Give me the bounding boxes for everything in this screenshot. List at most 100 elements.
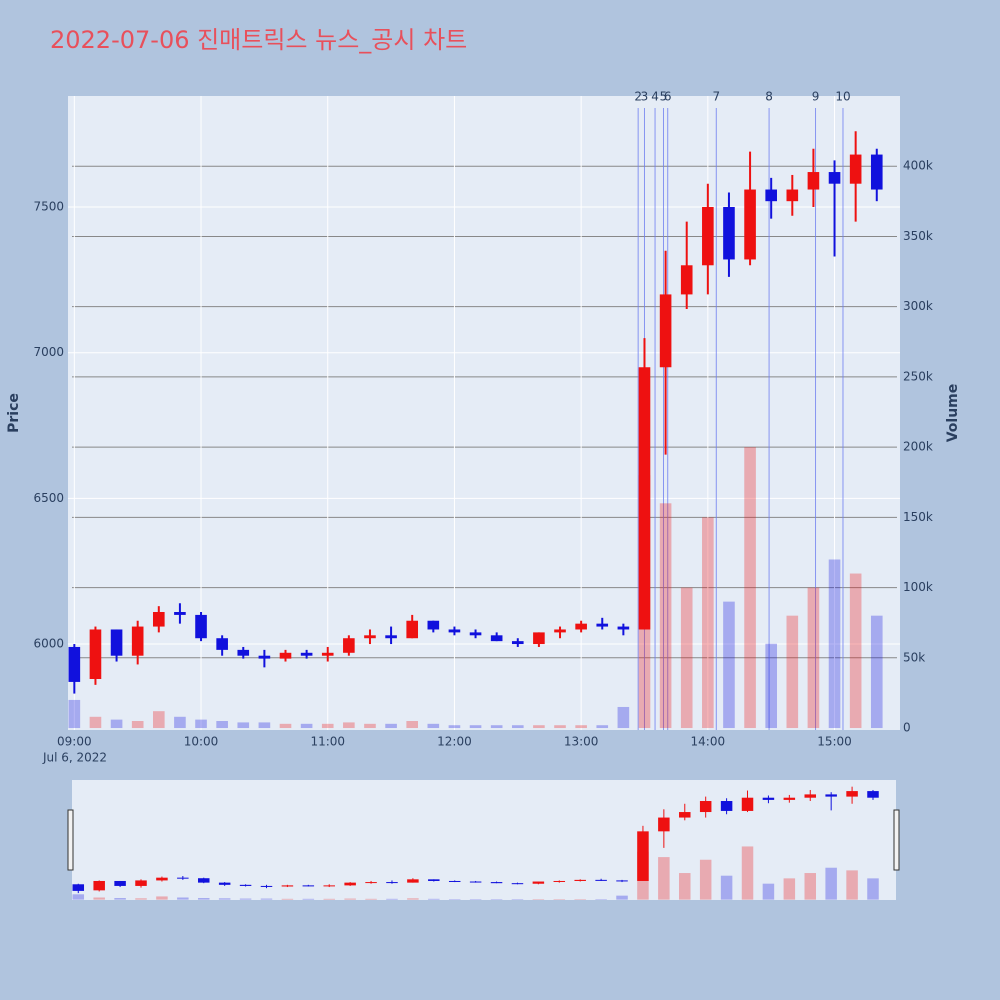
volume-bar [174, 716, 186, 729]
candle-body [385, 635, 397, 639]
slider-volume-bar [595, 899, 607, 900]
slider-volume-bar [156, 896, 168, 900]
volume-bar [385, 723, 397, 729]
volume-bar [807, 587, 820, 729]
candle-body [786, 189, 799, 202]
candle-body [596, 623, 609, 627]
slider-candle-body [281, 885, 294, 887]
slider-volume-bar [679, 873, 691, 900]
x-tick-label: 12:00 [437, 735, 472, 749]
slider-volume-bar [741, 846, 754, 900]
candle-body [237, 649, 250, 656]
candle-body [638, 367, 651, 630]
slider-candle-body [804, 794, 817, 798]
candle-body [279, 652, 292, 659]
y2-tick-label: 350k [903, 229, 933, 243]
volume-bar [131, 721, 144, 729]
x-tick-label: 10:00 [184, 735, 219, 749]
news-label: 8 [765, 90, 773, 104]
slider-candle-body [846, 791, 858, 797]
volume-bar [617, 706, 630, 729]
volume-bar [300, 723, 313, 729]
slider-volume-bar [804, 873, 817, 900]
candle-body [807, 172, 820, 190]
slider-handle-right[interactable] [893, 809, 900, 871]
candle-body [174, 611, 186, 615]
slider-candle-body [198, 878, 210, 883]
candle-body [343, 638, 355, 653]
slider-candle-body [218, 882, 231, 885]
volume-bar [702, 517, 714, 729]
slider-volume-bar [448, 899, 461, 900]
volume-bar [406, 721, 419, 729]
volume-bar [68, 699, 81, 729]
candle-body [533, 632, 545, 645]
volume-bar [870, 615, 883, 729]
x-tick-label: 14:00 [691, 735, 726, 749]
volume-bar [469, 725, 482, 729]
y2-axis-title: Volume [945, 384, 961, 443]
candle-body [702, 207, 714, 266]
slider-volume-bar [386, 898, 398, 900]
news-label: 5 [660, 90, 668, 104]
slider-candle-body [407, 879, 419, 883]
slider-candle-body [616, 880, 628, 882]
volume-bar [258, 722, 271, 729]
slider-candle-body [114, 880, 126, 886]
volume-bar [828, 559, 841, 729]
y2-tick-label: 150k [903, 510, 933, 524]
volume-bar [89, 716, 102, 729]
x-tick-label: 15:00 [817, 735, 852, 749]
candle-body [849, 154, 862, 184]
slider-handle-left[interactable] [67, 809, 74, 871]
slider-volume-bar [867, 878, 879, 900]
volume-bar [110, 719, 123, 729]
slider-volume-bar [616, 895, 628, 900]
slider-volume-bar [574, 899, 586, 900]
candle-body [427, 620, 440, 630]
slider-volume-bar [469, 899, 482, 900]
slider-candle-body [511, 883, 524, 885]
volume-bar [216, 721, 228, 729]
volume-bar [765, 643, 777, 729]
slider-volume-bar [825, 867, 837, 900]
volume-bar [786, 615, 799, 729]
y2-tick-label: 50k [903, 650, 925, 664]
slider-candle-body [490, 882, 503, 884]
volume-bar [554, 725, 566, 729]
candle-body [321, 652, 334, 656]
candle-body [152, 611, 165, 627]
volume-bar [490, 725, 503, 729]
x-tick-label: 11:00 [310, 735, 345, 749]
news-label: 2 [634, 90, 642, 104]
y2-tick-label: 300k [903, 299, 933, 313]
candle-body [490, 635, 503, 642]
slider-candle-body [783, 797, 796, 800]
candle-body [680, 265, 693, 295]
candle-body [406, 620, 419, 639]
candle-body [300, 652, 313, 656]
slider-volume-bar [407, 898, 419, 900]
slider-volume-bar [783, 878, 796, 900]
slider-candle-body [595, 879, 607, 881]
slider-candle-body [239, 884, 252, 886]
candle-body [828, 172, 841, 184]
slider-candle-body [658, 817, 670, 832]
candle-body [195, 614, 207, 639]
slider-candle-body [574, 879, 586, 881]
slider-volume-bar [532, 899, 545, 900]
slider-volume-bar [302, 898, 315, 900]
candle-body [89, 629, 102, 680]
y2-tick-label: 200k [903, 440, 933, 454]
volume-bar [237, 722, 250, 729]
volume-bar [511, 725, 524, 729]
candle-body [744, 189, 756, 260]
volume-bar [364, 723, 376, 729]
slider-volume-bar [344, 898, 356, 900]
volume-bar [152, 711, 165, 729]
y2-tick-label: 0 [903, 721, 911, 735]
slider-volume-bar [239, 898, 252, 900]
slider-volume-bar [114, 898, 126, 900]
volume-bar [533, 725, 545, 729]
